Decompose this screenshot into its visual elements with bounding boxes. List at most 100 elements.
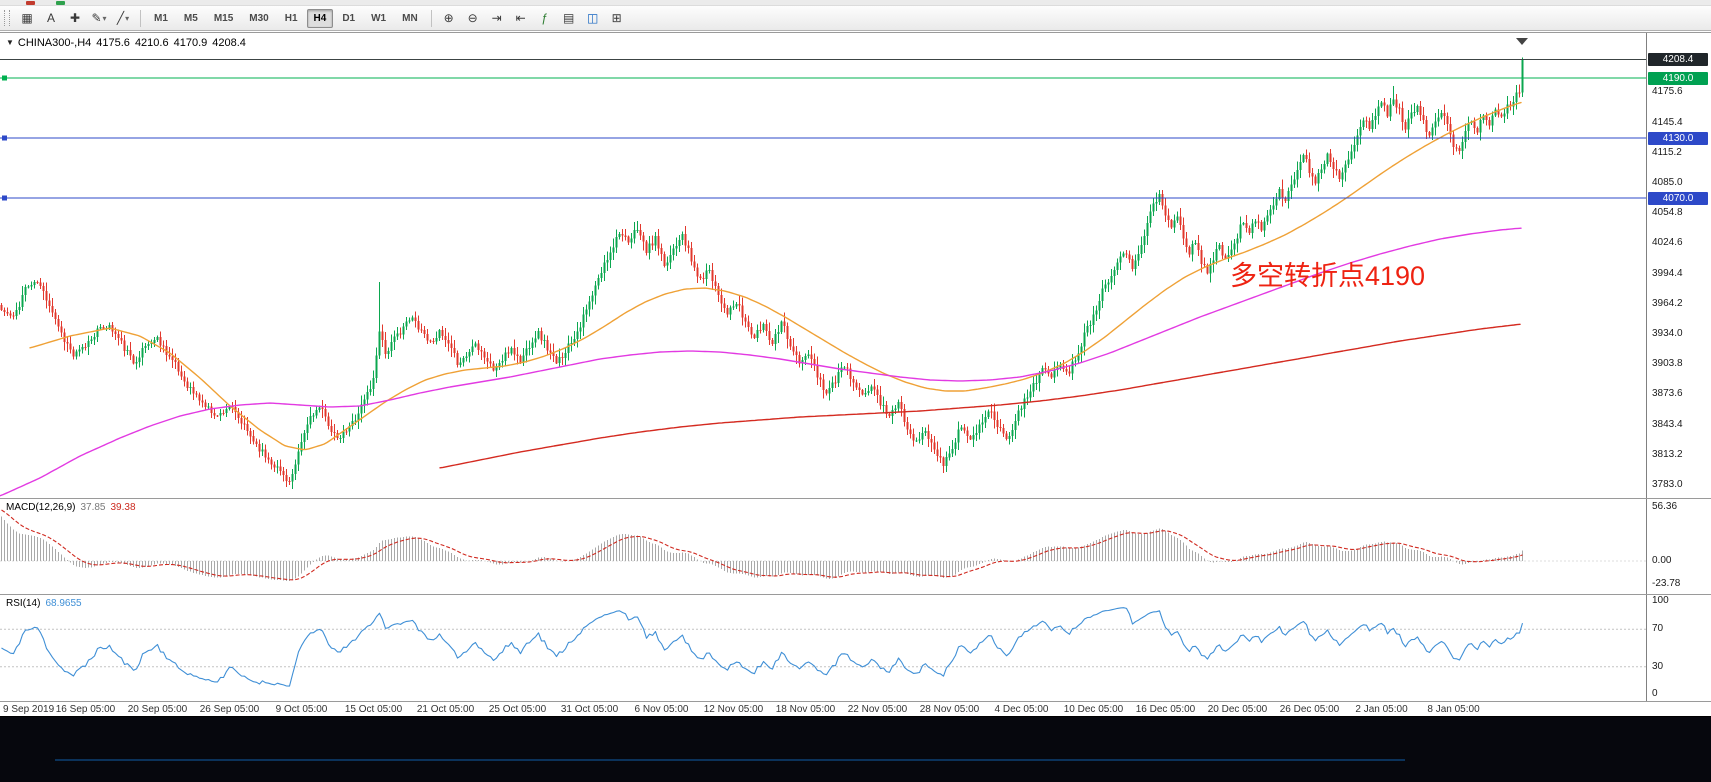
price-panel[interactable]: ▼ CHINA300-,H4 4175.6 4210.6 4170.9 4208.4 多空… xyxy=(0,33,1646,498)
rsi-label: RSI(14) xyxy=(6,598,41,609)
macd-signal-line xyxy=(1,509,1523,581)
tile-windows-icon: ⊞ xyxy=(611,11,622,25)
timeframe-h4[interactable]: H4 xyxy=(306,8,334,28)
charts-grid-icon[interactable]: ▦ xyxy=(16,8,38,28)
price-axis: 4175.6 4145.4 4115.2 4085.0 4054.8 4024.6 3994… xyxy=(1646,33,1711,498)
price-badge: 4070.0 xyxy=(1648,191,1708,205)
zoom-in-icon[interactable]: ⊕ xyxy=(438,8,460,28)
hline-handle xyxy=(2,195,7,201)
open-value: 4175.6 xyxy=(96,37,130,49)
rsi-line xyxy=(1,607,1524,687)
time-axis-label: 2 Jan 05:00 xyxy=(1355,704,1408,715)
rsi-panel[interactable]: RSI(14) 68.9655 xyxy=(0,595,1646,701)
timeframe-w1[interactable]: W1 xyxy=(364,9,393,28)
macd-axis-label: 56.36 xyxy=(1652,501,1678,512)
symbol-period-label: CHINA300-,H4 xyxy=(17,37,92,49)
green-indicator-chip xyxy=(56,1,65,5)
macd-chart-svg[interactable] xyxy=(0,499,1646,594)
high-value: 4210.6 xyxy=(134,37,169,49)
hline-handle xyxy=(2,135,7,141)
background-strip xyxy=(0,716,1711,782)
rsi-axis-label: 30 xyxy=(1652,660,1664,672)
draw-tools-icon: ✎ xyxy=(91,11,102,25)
draw-tools-icon[interactable]: ✎ ▾ xyxy=(88,8,110,28)
trendline-tool-icon[interactable]: ╱ ▾ xyxy=(112,8,134,28)
macd-label: MACD(12,26,9) xyxy=(6,502,76,513)
price-axis-label: 4085.0 xyxy=(1652,177,1683,188)
zoom-out-icon[interactable]: ⊖ xyxy=(462,8,484,28)
cursor-tool-icon[interactable]: A xyxy=(40,8,62,28)
chart-shift-icon[interactable]: ⇤ xyxy=(510,8,532,28)
indicators-icon[interactable]: ƒ xyxy=(534,8,556,28)
rsi-axis-label: 0 xyxy=(1652,688,1658,699)
price-badge: 4190.0 xyxy=(1648,71,1708,85)
collapse-icon[interactable]: ▼ xyxy=(6,38,14,47)
templates-icon: ◫ xyxy=(587,11,599,25)
macd-axis-label: -23.78 xyxy=(1652,577,1681,589)
ma-fast-orange xyxy=(29,101,1522,451)
rsi-axis-label: 100 xyxy=(1652,595,1669,606)
candles-layer xyxy=(0,57,1524,489)
period-list-icon[interactable]: ▤ xyxy=(558,8,580,28)
timeframe-h1[interactable]: H1 xyxy=(278,9,305,28)
toolbar-grip[interactable] xyxy=(4,10,10,26)
auto-scroll-icon[interactable]: ⇥ xyxy=(486,8,508,28)
time-axis-label: 9 Oct 05:00 xyxy=(275,704,328,715)
hline-handle xyxy=(2,75,7,81)
price-chart-svg[interactable] xyxy=(0,33,1646,498)
rsi-axis-label: 70 xyxy=(1652,623,1664,635)
annotation-text[interactable]: 多空转折点4190 xyxy=(1230,261,1426,291)
time-axis-label: 20 Sep 05:00 xyxy=(127,704,188,715)
timeframe-mn[interactable]: MN xyxy=(395,9,425,28)
timeframe-m30[interactable]: M30 xyxy=(242,9,275,28)
time-axis-label: 10 Dec 05:00 xyxy=(1063,704,1124,715)
charts-grid-icon: ▦ xyxy=(21,11,33,25)
timeframe-d1[interactable]: D1 xyxy=(335,9,362,28)
tile-windows-icon[interactable]: ⊞ xyxy=(606,8,628,28)
macd-signal-value: 39.38 xyxy=(110,502,136,513)
time-axis-label: 31 Oct 05:00 xyxy=(560,704,619,715)
trendline-tool-icon: ╱ xyxy=(116,11,125,25)
price-badge: 4130.0 xyxy=(1648,131,1708,145)
timeframe-m1[interactable]: M1 xyxy=(147,9,175,28)
price-axis-label: 4145.4 xyxy=(1652,116,1683,128)
toolbar-separator xyxy=(140,9,141,27)
price-axis-label: 3873.6 xyxy=(1652,388,1683,400)
chart-header: ▼ CHINA300-,H4 4175.6 4210.6 4170.9 4208.4 xyxy=(6,37,246,49)
macd-axis-label: 0.00 xyxy=(1652,555,1672,566)
price-axis-label: 3903.8 xyxy=(1652,358,1683,370)
cropped-toolbar-strip xyxy=(0,0,1711,6)
chart-window: ▼ CHINA300-,H4 4175.6 4210.6 4170.9 4208.4 多空… xyxy=(0,32,1711,718)
background-accent-line xyxy=(55,759,1405,761)
macd-panel[interactable]: MACD(12,26,9) 37.85 39.38 xyxy=(0,499,1646,594)
rsi-value: 68.9655 xyxy=(45,598,82,609)
time-axis-label: 21 Oct 05:00 xyxy=(416,704,475,715)
macd-axis: 56.36 0.00 -23.78 xyxy=(1646,499,1711,594)
zoom-out-icon: ⊖ xyxy=(467,11,478,25)
crosshair-icon: ✚ xyxy=(69,11,81,25)
time-axis-label: 15 Oct 05:00 xyxy=(344,704,403,715)
timeframe-m5[interactable]: M5 xyxy=(177,9,205,28)
macd-main-value: 37.85 xyxy=(80,502,106,513)
price-badge: 4208.4 xyxy=(1648,53,1708,67)
templates-icon[interactable]: ◫ xyxy=(582,8,604,28)
time-axis-label: 25 Oct 05:00 xyxy=(488,704,547,715)
chevron-down-icon: ▾ xyxy=(125,13,130,23)
price-axis-label: 3783.0 xyxy=(1652,479,1683,490)
timeframe-m15[interactable]: M15 xyxy=(207,9,240,28)
time-axis-label: 4 Dec 05:00 xyxy=(994,704,1049,715)
crosshair-icon[interactable]: ✚ xyxy=(64,8,86,28)
panel-splitter-rsi[interactable] xyxy=(0,594,1711,595)
low-value: 4170.9 xyxy=(173,37,208,49)
indicators-icon: ƒ xyxy=(541,11,549,25)
panel-splitter-macd[interactable] xyxy=(0,498,1711,499)
rsi-chart-svg[interactable] xyxy=(0,595,1646,701)
price-axis-label: 3964.2 xyxy=(1652,297,1683,309)
macd-histogram xyxy=(0,516,1524,581)
time-axis-label: 8 Jan 05:00 xyxy=(1427,704,1480,715)
time-axis-label: 26 Dec 05:00 xyxy=(1279,704,1340,715)
cursor-tool-icon: A xyxy=(46,11,55,25)
rsi-axis: 100 70 30 0 xyxy=(1646,595,1711,701)
chevron-down-icon: ▾ xyxy=(102,13,107,23)
